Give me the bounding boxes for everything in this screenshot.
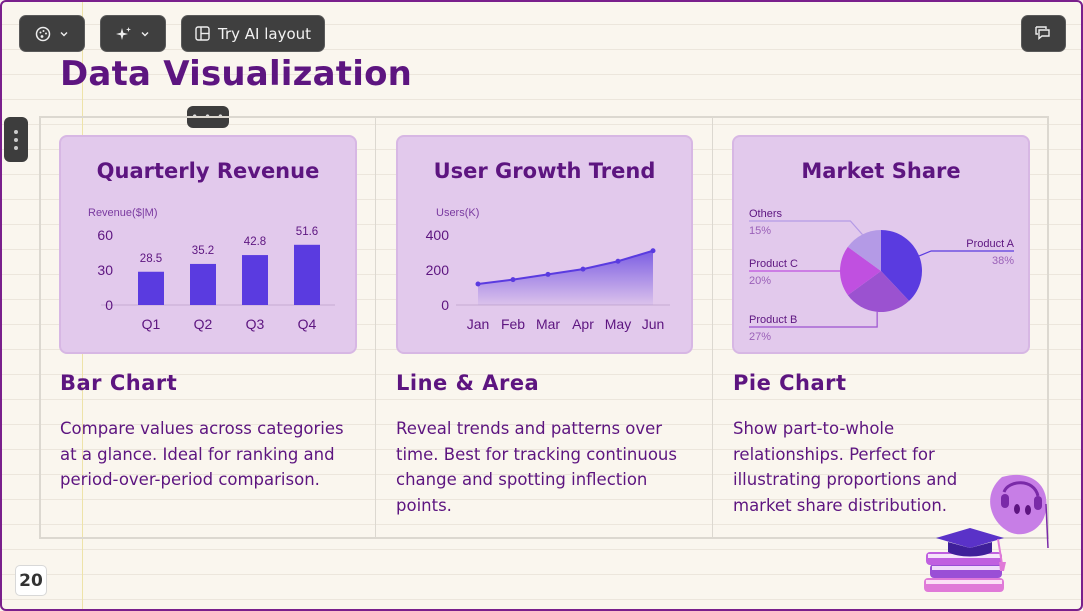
y-axis-label: Users(K) <box>436 207 479 219</box>
section-heading-bar-chart: Bar Chart <box>60 371 178 395</box>
data-point <box>615 258 621 264</box>
chevron-down-icon <box>140 29 150 39</box>
columns-frame <box>39 116 1049 539</box>
card-title: Quarterly Revenue <box>96 159 320 183</box>
data-point <box>475 281 481 287</box>
theme-button[interactable] <box>19 15 85 52</box>
comment-button[interactable] <box>1021 15 1066 52</box>
pie-slice <box>840 246 881 296</box>
books-icon <box>924 552 1004 592</box>
column-divider <box>375 118 376 537</box>
pie-leader-line <box>749 311 878 328</box>
bar <box>242 255 268 305</box>
pie-slice-label: Product C <box>749 258 798 270</box>
x-tick-label: Q4 <box>298 316 317 332</box>
layout-icon <box>195 26 210 41</box>
x-tick-label: Feb <box>501 316 525 332</box>
page-number: 20 <box>15 565 47 596</box>
y-tick-label: 0 <box>441 297 449 313</box>
bar-chart-card: Quarterly Revenue Revenue($|M) 0 30 60 28.… <box>59 135 357 354</box>
pie-slice-label: Others <box>749 208 783 220</box>
y-tick-label: 30 <box>97 262 113 278</box>
y-tick-label: 400 <box>426 227 450 243</box>
data-point <box>580 266 586 272</box>
try-ai-layout-label: Try AI layout <box>217 24 312 43</box>
pie-chart-card: Market Share Product A 38% Product B 27% Pro… <box>732 135 1030 354</box>
x-tick-label: Q2 <box>194 316 213 332</box>
bar <box>294 244 320 305</box>
graduation-cap-icon <box>936 528 1006 571</box>
bar <box>190 263 216 305</box>
pie-slice-percent: 20% <box>749 275 771 287</box>
comment-icon <box>1035 26 1052 41</box>
slide-title: Data Visualization <box>60 54 413 94</box>
x-tick-label: Q1 <box>142 316 161 332</box>
palette-icon <box>35 26 51 42</box>
books-graduation-cap-illustration <box>924 474 1049 592</box>
try-ai-layout-button[interactable]: Try AI layout <box>181 15 325 52</box>
card-title: Market Share <box>801 159 961 183</box>
pie-slice-percent: 27% <box>749 331 771 343</box>
data-point <box>650 248 656 254</box>
pie-slice <box>847 271 910 312</box>
ai-tools-button[interactable] <box>100 15 166 52</box>
pie-slice <box>881 230 922 301</box>
pie-leader-line <box>918 250 1014 257</box>
card-title: User Growth Trend <box>433 159 656 183</box>
section-description-bar-chart: Compare values across categories at a gl… <box>60 419 344 489</box>
pie-slice-label: Product B <box>749 314 797 326</box>
x-tick-label: Jun <box>642 316 665 332</box>
x-tick-label: May <box>605 316 631 332</box>
pie-slice-percent: 38% <box>992 255 1014 267</box>
y-tick-label: 60 <box>97 227 113 243</box>
section-heading-line-area: Line & Area <box>396 371 540 395</box>
series-line <box>477 249 654 285</box>
pie-slice-percent: 15% <box>749 225 771 237</box>
bar-value-label: 35.2 <box>192 245 214 257</box>
section-description-line-area: Reveal trends and patterns over time. Be… <box>396 419 677 515</box>
chevron-down-icon <box>59 29 69 39</box>
bar-value-label: 28.5 <box>140 253 162 265</box>
y-axis-label: Revenue($|M) <box>88 207 158 219</box>
x-tick-label: Q3 <box>246 316 265 332</box>
bar-value-label: 42.8 <box>244 236 266 248</box>
sparkle-icon <box>116 26 132 42</box>
bar-value-label: 51.6 <box>296 226 318 238</box>
section-description-pie-chart: Show part-to-whole relationships. Perfec… <box>733 419 958 515</box>
bar <box>138 271 164 305</box>
pie-chart: Product A 38% Product B 27% Product C 20% Othe… <box>749 208 1015 343</box>
area-chart-card: User Growth Trend Users(K) 0 200 400 Jan Fe… <box>396 135 693 354</box>
y-tick-label: 200 <box>426 262 450 278</box>
area-chart: Users(K) 0 200 400 Jan Feb Mar Apr May Jun <box>426 207 670 332</box>
data-point <box>510 277 516 283</box>
headphone-character-icon <box>990 474 1049 549</box>
x-tick-label: Jan <box>467 316 490 332</box>
drag-handle-vertical[interactable] <box>4 117 28 162</box>
data-point <box>545 271 551 277</box>
x-tick-label: Apr <box>572 316 594 332</box>
bar-chart: Revenue($|M) 0 30 60 28.5 Q1 35.2 Q2 42.8 Q3 51.… <box>88 207 335 332</box>
y-tick-label: 0 <box>105 297 113 313</box>
pie-slice <box>847 230 881 271</box>
column-divider <box>712 118 713 537</box>
pie-leader-line <box>749 220 863 235</box>
area-fill <box>478 250 653 305</box>
x-tick-label: Mar <box>536 316 560 332</box>
pie-slice-label: Product A <box>966 238 1014 250</box>
section-heading-pie-chart: Pie Chart <box>733 371 847 395</box>
